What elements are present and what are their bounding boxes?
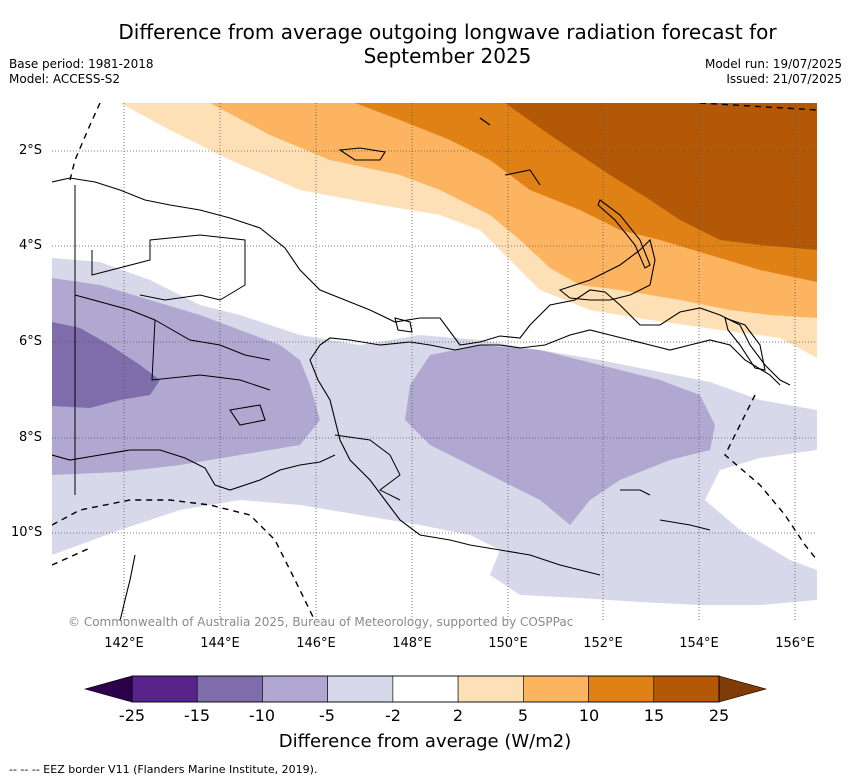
colorbar-outline: [131, 675, 720, 703]
eez-line-sw: [52, 499, 316, 621]
colorbar-under-arrow: [83, 675, 133, 703]
map-area: [52, 103, 817, 621]
meta-right: Model run: 19/07/2025 Issued: 21/07/2025: [705, 57, 842, 87]
colorbar-tick: -15: [183, 706, 211, 725]
colorbar-tick: -5: [319, 706, 335, 725]
colorbar-tick: -10: [248, 706, 276, 725]
province-boundary: [91, 234, 246, 301]
lon-label-150e: 150°E: [488, 636, 528, 651]
colorbar-tick: 25: [708, 706, 730, 725]
contour-band-neg5-neg10-east: [405, 345, 715, 525]
eez-line-w: [52, 547, 91, 566]
colorbar-segment: [653, 675, 720, 703]
colorbar-tick: 2: [452, 706, 464, 725]
new-guinea-coastline: [52, 177, 791, 576]
colorbar-segment: [588, 675, 655, 703]
graticule: [52, 103, 817, 621]
contour-band-neg10-neg15: [52, 322, 160, 408]
lat-label-4s: 4°S: [19, 238, 43, 253]
eez-line-se: [724, 394, 817, 561]
colorbar-tick: 5: [517, 706, 529, 725]
colorbar-segment: [196, 675, 263, 703]
new-ireland: [597, 199, 651, 269]
colorbar-tick: 10: [578, 706, 600, 725]
colorbar-segment: [523, 675, 589, 703]
meta-left: Base period: 1981-2018 Model: ACCESS-S2: [9, 57, 154, 87]
manus-island: [338, 147, 386, 161]
eez-borders: [52, 103, 817, 621]
lon-label-154e: 154°E: [679, 636, 719, 651]
lat-label-6s: 6°S: [19, 334, 43, 349]
eez-line-ne: [699, 103, 817, 111]
lon-label-142e: 142°E: [104, 636, 144, 651]
province-boundary: [334, 434, 401, 501]
lon-label-152e: 152°E: [583, 636, 623, 651]
colorbar-tick: 15: [643, 706, 665, 725]
lon-label-148e: 148°E: [392, 636, 432, 651]
lon-label-144e: 144°E: [200, 636, 240, 651]
lat-label-8s: 8°S: [19, 430, 43, 445]
colorbar: [83, 675, 768, 703]
model-run: Model run: 19/07/2025: [704, 57, 842, 71]
lon-label-156e: 156°E: [775, 636, 815, 651]
australia-cape-york: [119, 554, 136, 621]
colorbar-label: Difference from average (W/m2): [278, 731, 572, 752]
louisiade-islands: [620, 489, 711, 531]
colorbar-tick: -25: [118, 706, 146, 725]
contour-band-15-25: [505, 103, 817, 250]
base-period: Base period: 1981-2018: [9, 57, 154, 71]
model-name: Model: ACCESS-S2: [9, 72, 121, 86]
eez-footnote: -- -- -- EEZ border V11 (Flanders Marine…: [9, 763, 318, 776]
lat-label-2s: 2°S: [19, 143, 43, 158]
colorbar-segments: [131, 675, 720, 703]
chart-title: Difference from average outgoing longwav…: [118, 20, 777, 68]
copyright-notice: © Commonwealth of Australia 2025, Bureau…: [68, 615, 574, 629]
lon-label-146e: 146°E: [296, 636, 336, 651]
new-guinea-south-coast: [52, 449, 336, 491]
bougainville: [724, 317, 766, 371]
small-islands: [229, 117, 541, 426]
colorbar-segment: [131, 675, 198, 703]
colorbar-segment: [262, 675, 328, 703]
colorbar-tick: -2: [385, 706, 401, 725]
colorbar-segment: [327, 675, 394, 703]
new-britain: [558, 238, 656, 301]
eez-line-nw: [69, 103, 101, 181]
colorbar-segment: [392, 675, 459, 703]
colorbar-segment: [457, 675, 524, 703]
lat-label-10s: 10°S: [11, 525, 43, 540]
province-boundary: [74, 294, 271, 391]
colorbar-over-arrow: [718, 675, 768, 703]
issued-date: Issued: 21/07/2025: [726, 72, 842, 86]
province-boundary: [154, 319, 271, 361]
coastlines: [52, 117, 791, 621]
admin-borders: [74, 185, 401, 501]
